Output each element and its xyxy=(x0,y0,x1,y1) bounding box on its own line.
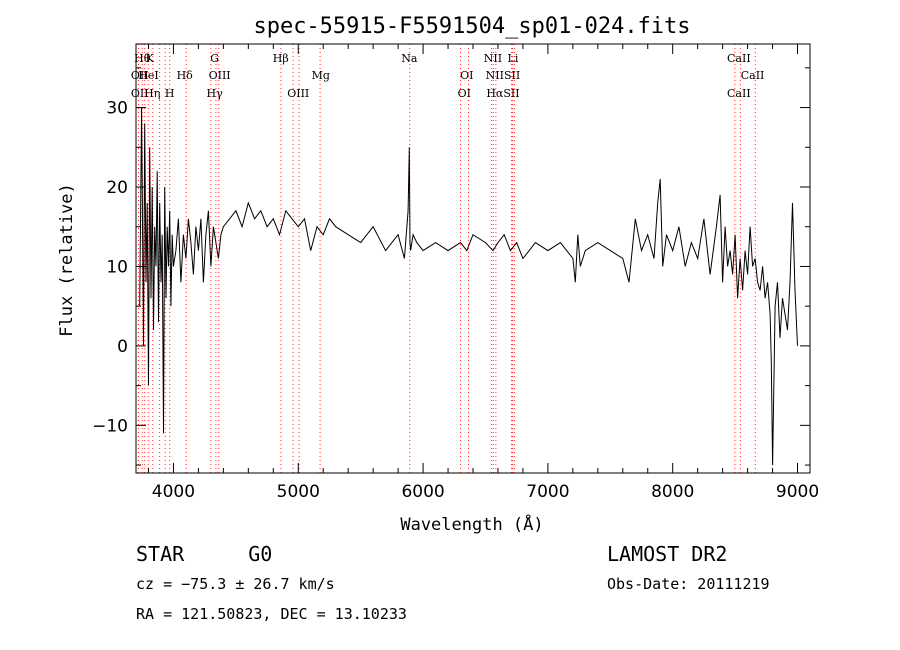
line-label: Hδ xyxy=(177,69,194,82)
y-tick-label: 30 xyxy=(106,99,128,119)
line-label: OII xyxy=(131,69,149,82)
x-axis: 4000 5000 6000 7000 8000 9000 xyxy=(147,44,819,502)
line-label: OII xyxy=(131,87,149,100)
line-label: OI xyxy=(460,69,473,82)
spectrum-line xyxy=(139,107,798,466)
x-tick-label: 6000 xyxy=(401,482,444,502)
line-label: K xyxy=(146,52,155,65)
line-label: HαSII xyxy=(486,87,519,100)
object-type-label: STAR xyxy=(136,542,185,566)
line-label: CaII xyxy=(741,69,765,82)
line-label: Hγ xyxy=(207,87,224,100)
line-label: CaII xyxy=(727,52,751,65)
y-tick-label: 0 xyxy=(117,337,128,357)
radec-label: RA = 121.50823, DEC = 13.10233 xyxy=(136,605,407,623)
line-label: NII xyxy=(484,52,502,65)
y-tick-label: −10 xyxy=(92,416,128,436)
line-label: Mg xyxy=(312,69,330,82)
line-label: HeI xyxy=(138,69,158,82)
x-axis-label: Wavelength (Å) xyxy=(400,513,543,535)
y-tick-label: 20 xyxy=(106,178,128,198)
line-label: Hη xyxy=(144,87,160,100)
plot-frame xyxy=(135,43,811,474)
line-label: CaII xyxy=(727,87,751,100)
x-tick-label: 4000 xyxy=(152,482,195,502)
x-tick-label: 9000 xyxy=(776,482,819,502)
line-label: OI xyxy=(458,87,471,100)
survey-label: LAMOST DR2 xyxy=(607,542,728,566)
line-label: Hθ xyxy=(134,52,151,65)
line-label: OIII xyxy=(287,87,309,100)
line-label: Na xyxy=(401,52,418,65)
cz-label: cz = −75.3 ± 26.7 km/s xyxy=(136,575,335,593)
line-label: H xyxy=(165,87,175,100)
line-label: NIISII xyxy=(486,69,521,82)
line-label: OIII xyxy=(209,69,231,82)
object-type: STAR G0 xyxy=(136,542,272,566)
x-tick-label: 7000 xyxy=(526,482,569,502)
x-tick-label: 5000 xyxy=(277,482,320,502)
y-axis: −10 0 10 20 30 xyxy=(92,67,810,466)
line-label: Hβ xyxy=(273,52,289,65)
y-axis-label: Flux (relative) xyxy=(57,183,77,337)
y-tick-label: 10 xyxy=(106,257,128,277)
subclass-label: G0 xyxy=(248,542,273,566)
x-tick-label: 8000 xyxy=(651,482,694,502)
obs-date-label: Obs-Date: 20111219 xyxy=(607,575,770,593)
line-label: Li xyxy=(508,52,519,65)
chart-title: spec-55915-F5591504_sp01-024.fits xyxy=(253,14,690,39)
line-label: G xyxy=(210,52,219,65)
